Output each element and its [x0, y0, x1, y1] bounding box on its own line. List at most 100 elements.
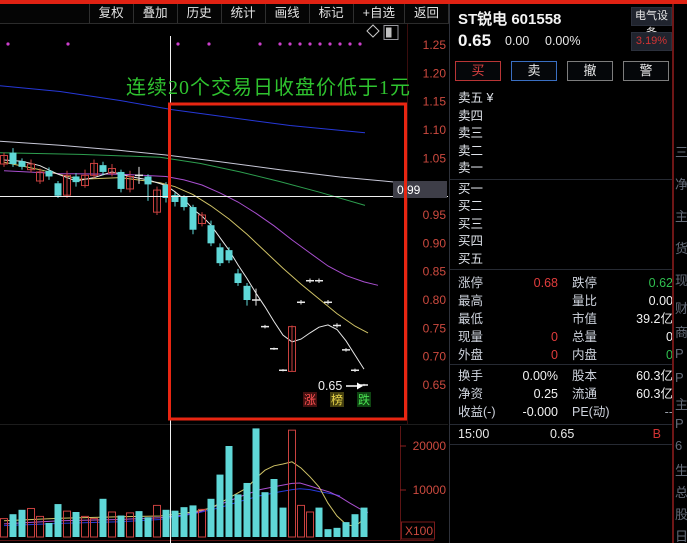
marker-dot-icon	[66, 42, 70, 46]
bid-row[interactable]: 买三	[458, 216, 484, 231]
volume-bar-up	[198, 508, 206, 538]
chart-toolbar: 复权 叠加 历史 统计 画线 标记 +自选 返回	[0, 4, 449, 24]
mini-tab-涨[interactable]	[303, 392, 317, 407]
current-price: 0.65	[458, 31, 492, 50]
price-axis-tick: 1.25	[423, 38, 447, 52]
price-ma250-line	[0, 85, 366, 134]
price-change: 0.00	[505, 34, 530, 48]
candle-up	[27, 163, 35, 171]
candle-up	[63, 174, 71, 196]
candle-down	[234, 273, 242, 284]
volume-bar-up	[306, 511, 314, 538]
ask-row[interactable]: 卖二	[458, 143, 484, 158]
stat-label: 量比	[572, 294, 598, 308]
mini-tab-榜[interactable]	[330, 392, 344, 407]
clipped-glyph: 财	[675, 301, 687, 316]
mini-tab-label: 榜	[331, 392, 343, 407]
clipped-glyph: 三	[675, 145, 687, 160]
volume-bar-up	[153, 504, 161, 538]
stat-label: PE(动)	[572, 405, 610, 419]
stat-value: 0.25	[533, 387, 558, 401]
toolbar-button-历史[interactable]: 历史	[176, 4, 221, 23]
stats-row: 换手 0.00% 股本 60.3亿	[450, 367, 673, 385]
volume-bar-up	[126, 512, 134, 538]
clipped-glyph: 商	[675, 325, 687, 340]
bid-row[interactable]: 买五	[458, 251, 484, 266]
diamond-marker-icon	[366, 24, 380, 38]
volume-bar-down	[117, 515, 125, 537]
candle-down	[207, 225, 215, 244]
ask-row[interactable]: 卖五 ¥	[458, 91, 494, 105]
stats-row: 最低 市值 39.2亿	[450, 310, 673, 328]
volume-unit-box	[401, 521, 435, 540]
clipped-glyph: 生	[675, 463, 687, 478]
price-ma60-line	[0, 152, 366, 206]
stat-value: 0.62	[648, 276, 673, 290]
stat-value: 0	[551, 330, 558, 344]
volume-bar-down	[351, 514, 359, 537]
volume-bar-down	[18, 509, 26, 537]
stat-label: 换手	[458, 369, 484, 383]
bid-row[interactable]: 买二	[458, 199, 484, 213]
volume-bar-down	[180, 507, 188, 537]
trade-button-撤[interactable]: 撤	[567, 61, 613, 81]
toolbar-button-复权[interactable]: 复权	[88, 4, 133, 23]
mini-tab-跌[interactable]	[357, 392, 371, 407]
bid-row[interactable]: 买四	[458, 234, 484, 248]
trade-button-卖[interactable]: 卖	[511, 61, 557, 81]
marker-dot-icon	[308, 42, 312, 46]
stat-label: 流通	[572, 387, 598, 401]
bid-row[interactable]: 买一	[458, 181, 484, 196]
volume-axis-tick: 20000	[413, 439, 447, 453]
price-axis-tick: 0.90	[423, 236, 447, 250]
volume-bar-up	[27, 507, 35, 538]
volume-bar-down	[162, 509, 170, 537]
clipped-glyph: 总	[675, 485, 687, 500]
clipped-glyph: 净	[675, 177, 687, 192]
volume-bar-down	[207, 498, 215, 537]
stat-label: 外盘	[458, 348, 484, 362]
ask-row[interactable]: 卖三	[458, 126, 484, 140]
kline-chart[interactable]: 1.251.201.151.101.051.000.950.900.850.80…	[0, 24, 448, 543]
stat-label: 总量	[572, 330, 598, 344]
stat-value: 0	[666, 330, 673, 344]
price-axis-tick: 1.15	[423, 95, 447, 109]
clipped-glyph: 6	[675, 438, 683, 453]
volume-bar-down	[360, 507, 368, 537]
industry-change-badge: 3.19%	[631, 32, 672, 51]
toolbar-button-标记[interactable]: 标记	[308, 4, 353, 23]
stat-label: 最高	[458, 294, 484, 308]
stats-divider	[450, 364, 673, 367]
stats-row: 最高 量比 0.00	[450, 292, 673, 310]
volume-bar-down	[270, 479, 278, 537]
volume-bar-up	[297, 504, 305, 538]
industry-badge[interactable]: 电气设备	[631, 7, 672, 39]
square-marker-fill	[386, 27, 392, 38]
candle-down	[72, 176, 80, 183]
ask-row[interactable]: 卖一	[458, 161, 484, 175]
last-tick-row[interactable]: 15:00 0.65 B	[450, 424, 673, 445]
marker-dot-icon	[318, 42, 322, 46]
order-book-bottom-divider	[450, 269, 673, 270]
ask-row[interactable]: 卖四	[458, 108, 484, 123]
toolbar-button-+自选[interactable]: +自选	[352, 4, 404, 23]
toolbar-button-返回[interactable]: 返回	[403, 4, 449, 23]
price-axis-tick: 0.70	[423, 350, 447, 364]
marker-dot-icon	[6, 42, 10, 46]
clipped-glyph: 股	[675, 507, 687, 522]
trade-button-买[interactable]: 买	[455, 61, 501, 81]
toolbar-button-叠加[interactable]: 叠加	[132, 4, 177, 23]
toolbar-button-画线[interactable]: 画线	[264, 4, 309, 23]
toolbar-button-统计[interactable]: 统计	[220, 4, 265, 23]
volume-bar-down	[144, 517, 152, 537]
candle-up	[36, 171, 44, 182]
trade-button-警[interactable]: 警	[623, 61, 669, 81]
stock-name: ST锐电	[458, 11, 508, 28]
marker-dot-icon	[176, 42, 180, 46]
candle-down	[9, 152, 17, 165]
volume-bar-down	[333, 527, 341, 537]
candle-down	[216, 247, 224, 264]
mini-tab-label: 涨	[304, 392, 316, 407]
marker-dot-icon	[338, 42, 342, 46]
clipped-glyph: 主	[675, 209, 687, 224]
